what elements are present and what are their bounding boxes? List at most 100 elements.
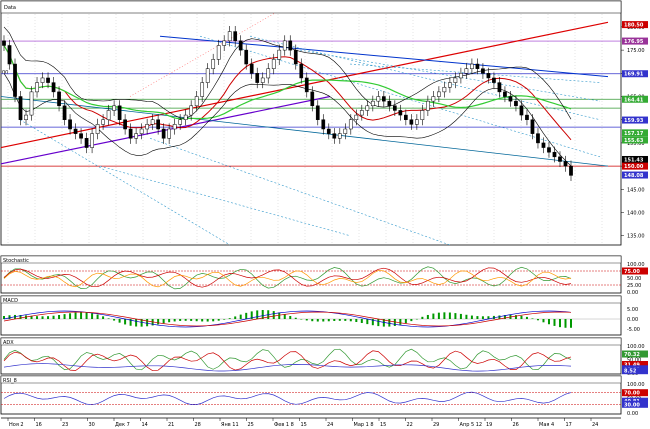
macd-histogram-bar xyxy=(514,315,517,319)
macd-histogram-bar xyxy=(8,315,11,319)
macd-histogram-bar xyxy=(311,319,314,322)
macd-histogram-bar xyxy=(558,319,561,328)
indicator-tick-label: 100.00 xyxy=(627,262,645,268)
macd-histogram-bar xyxy=(245,312,248,319)
candle-body xyxy=(359,110,364,116)
macd-histogram-bar xyxy=(36,316,39,319)
macd-histogram-bar xyxy=(195,319,198,322)
channel-dotted-line xyxy=(99,165,351,237)
macd-signal-line xyxy=(3,311,572,327)
macd-histogram-bar xyxy=(366,319,369,325)
candle-body xyxy=(420,110,425,120)
macd-histogram-bar xyxy=(74,312,77,319)
candle-body xyxy=(222,40,227,46)
macd-histogram-bar xyxy=(69,313,72,319)
candle-body xyxy=(106,110,111,120)
adx-title-bg xyxy=(0,337,622,346)
candle-body xyxy=(205,68,210,83)
price-marker-label: 180.50 xyxy=(624,23,644,29)
x-tick-label: Апр 5 12 xyxy=(460,422,483,428)
macd-histogram-bar xyxy=(91,313,94,319)
macd-histogram-bar xyxy=(349,319,352,322)
candle-body xyxy=(426,100,430,111)
price-marker-box xyxy=(622,171,648,179)
candle-body xyxy=(392,105,397,111)
indicator-marker-box xyxy=(622,400,648,408)
x-tick-label: Фев 1 8 xyxy=(274,422,294,428)
macd-histogram-bar xyxy=(256,310,259,319)
trendline-teal-lower xyxy=(0,96,609,167)
adx-minus-di-line xyxy=(3,350,572,372)
candle-body xyxy=(337,133,342,139)
candle-body xyxy=(244,49,249,65)
stochastic-title-bg xyxy=(0,255,622,264)
price-tick-label: 140.00 xyxy=(627,211,645,217)
macd-histogram-bar xyxy=(465,314,468,319)
macd-histogram-bar xyxy=(234,316,237,319)
indicator-marker-label: 30.00 xyxy=(624,402,640,408)
rsi-title: RSI_8 xyxy=(3,378,17,384)
macd-histogram-bar xyxy=(536,319,539,321)
candle-body xyxy=(194,96,199,107)
candle-body xyxy=(541,142,546,148)
price-marker-box xyxy=(622,70,648,78)
macd-histogram-bar xyxy=(124,319,127,325)
candle-body xyxy=(29,91,34,116)
macd-histogram-bar xyxy=(58,314,61,319)
x-tick-label: 26 xyxy=(513,422,519,428)
price-tick-label: 145.00 xyxy=(627,187,645,193)
candle-body xyxy=(442,86,447,93)
candle-body xyxy=(431,96,436,102)
macd-histogram-bar xyxy=(300,319,303,320)
candle-body xyxy=(481,68,485,74)
candle-body xyxy=(18,96,23,120)
macd-histogram-bar xyxy=(135,319,138,327)
indicator-tick-label: 0.00 xyxy=(627,290,638,296)
macd-histogram-bar xyxy=(443,312,446,319)
candle-body xyxy=(492,77,496,83)
candle-body xyxy=(525,114,529,120)
candle-body xyxy=(370,100,375,107)
candle-body xyxy=(514,100,518,107)
x-tick-label: 24 xyxy=(327,422,333,428)
macd-histogram-bar xyxy=(201,319,204,322)
macd-histogram-bar xyxy=(448,312,451,319)
macd-histogram-bar xyxy=(305,319,308,321)
trendline-red-dotted xyxy=(129,12,276,97)
macd-histogram-bar xyxy=(531,318,534,319)
x-tick-label: Янв 11 xyxy=(221,422,239,428)
candle-body xyxy=(255,73,260,83)
price-marker-box xyxy=(622,129,648,137)
macd-histogram-bar xyxy=(173,319,176,322)
macd-histogram-bar xyxy=(113,319,116,321)
candle-body xyxy=(293,49,298,65)
channel-dotted-line xyxy=(149,137,451,246)
indicator-marker-box xyxy=(622,367,648,375)
trendline-blue-upper xyxy=(159,35,609,78)
stochastic-k-line xyxy=(3,266,572,290)
macd-histogram-bar xyxy=(206,319,209,322)
macd-histogram-bar xyxy=(140,319,143,327)
stochastic-title: Stochastic xyxy=(3,258,29,264)
macd-histogram-bar xyxy=(322,319,325,322)
price-marker-box xyxy=(622,136,648,144)
macd-histogram-bar xyxy=(19,315,22,319)
candle-body xyxy=(310,91,315,107)
candle-body xyxy=(150,119,155,125)
trendline-purple xyxy=(0,95,331,165)
macd-plot: 5.00 0.00 -5.00 xyxy=(1,307,640,333)
price-marker-label: 159.93 xyxy=(624,118,644,124)
indicator-tick-label: 0.00 xyxy=(627,317,638,323)
indicator-tick-label: 25.00 xyxy=(627,283,641,289)
macd-histogram-bar xyxy=(184,319,187,321)
channel-dotted-line xyxy=(299,49,601,102)
adx-line xyxy=(3,363,572,372)
macd-title: MACD xyxy=(3,298,18,304)
candle-body xyxy=(271,59,276,69)
macd-histogram-bar xyxy=(278,312,281,319)
candle-body xyxy=(508,96,513,102)
macd-histogram-bar xyxy=(80,312,83,319)
macd-histogram-bar xyxy=(371,319,374,326)
macd-histogram-bar xyxy=(399,319,402,325)
